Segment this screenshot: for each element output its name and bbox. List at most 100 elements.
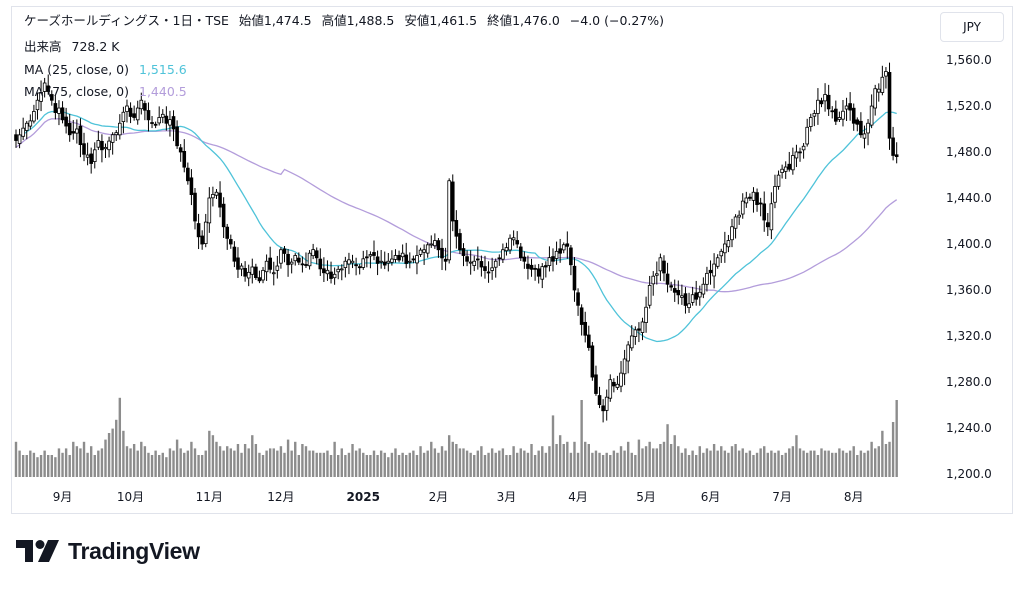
volume-bar <box>200 455 204 477</box>
candle-body <box>386 260 391 264</box>
candle-body <box>465 256 469 262</box>
candle-body <box>719 250 724 257</box>
candle-body <box>246 271 251 279</box>
candle-body <box>522 256 527 262</box>
candle-body <box>214 191 219 196</box>
candlestick <box>322 257 326 283</box>
candlestick <box>880 65 885 96</box>
candlestick <box>723 231 727 263</box>
candle-body <box>723 243 727 254</box>
candlestick <box>737 210 741 225</box>
candlestick <box>246 264 251 287</box>
volume-bar <box>541 446 544 477</box>
volume-bar <box>773 452 777 477</box>
candlestick <box>354 257 358 276</box>
candlestick <box>637 322 641 343</box>
volume-bar <box>795 435 798 477</box>
candle-body <box>894 154 899 158</box>
candle-body <box>311 249 315 257</box>
volume-bar <box>408 452 411 477</box>
candle-body <box>279 249 283 264</box>
volume-bar <box>276 450 279 477</box>
candle-body <box>604 396 609 411</box>
volume-bar <box>759 448 762 477</box>
volume-bar <box>279 446 283 477</box>
volume-bar <box>258 452 261 477</box>
candlestick <box>569 245 573 276</box>
volume-bar <box>247 448 250 477</box>
volume-bar <box>573 441 576 477</box>
time-tick-label: 8月 <box>844 490 864 504</box>
candlestick <box>21 117 25 141</box>
volume-bar <box>516 452 519 477</box>
candle-body <box>361 258 366 268</box>
candlestick <box>146 102 151 132</box>
candlestick <box>819 97 824 108</box>
candlestick <box>443 247 448 271</box>
candle-body <box>289 261 294 265</box>
candle-body <box>450 181 455 222</box>
candle-body <box>565 243 570 247</box>
candlestick <box>536 263 541 284</box>
volume-bar <box>702 452 705 477</box>
candle-body <box>569 247 573 266</box>
volume-bar <box>111 428 114 477</box>
price-chart[interactable]: 1,200.0 1,240.0 1,280.0 1,320.0 1,360.0 1,400… <box>0 0 1024 520</box>
symbol-title: ケーズホールディングス・1日・TSE <box>24 13 229 28</box>
candle-body <box>418 249 423 255</box>
candlestick <box>75 119 79 144</box>
currency-button[interactable]: JPY <box>940 12 1004 42</box>
candlestick <box>848 92 852 121</box>
candlestick <box>293 253 298 266</box>
candle-body <box>540 266 545 280</box>
volume-bar <box>311 450 315 477</box>
volume-bar <box>745 452 748 477</box>
volume-bar <box>29 450 32 477</box>
volume-bar <box>820 448 823 477</box>
candlestick <box>218 181 222 218</box>
candle-body <box>848 103 852 111</box>
volume-bar <box>430 441 433 477</box>
tradingview-logo[interactable]: TradingView <box>16 536 200 566</box>
candle-body <box>472 260 477 266</box>
candlestick <box>103 143 108 159</box>
candle-body <box>53 103 58 113</box>
candle-body <box>440 247 444 259</box>
volume-bar <box>394 448 397 477</box>
volume-bar <box>344 455 347 477</box>
price-tick-label: 1,280.0 <box>946 375 992 389</box>
price-tick-label: 1,320.0 <box>946 329 992 343</box>
candlestick <box>200 230 204 250</box>
candle-body <box>594 374 598 394</box>
volume-bar <box>548 446 551 477</box>
volume-bar <box>838 448 841 477</box>
volume-bar <box>788 448 791 477</box>
time-tick-label: 2月 <box>429 490 449 504</box>
candlestick <box>125 99 129 123</box>
volume-bar <box>240 452 243 477</box>
volume-bar <box>784 452 787 477</box>
volume-bar <box>537 450 540 477</box>
candle-body <box>851 107 856 124</box>
ma75-label: MA (75, close, 0) <box>24 84 130 99</box>
time-tick-label: 9月 <box>53 490 73 504</box>
candlestick <box>658 253 663 281</box>
candlestick <box>719 248 724 263</box>
time-axis[interactable]: 9月 10月 11月 12月 2025 2月 3月 4月 5月 6月 7月 8月 <box>53 490 864 504</box>
price-tick-label: 1,400.0 <box>946 237 992 251</box>
candlestick <box>561 242 566 254</box>
volume-bar <box>648 441 651 477</box>
volume-bar <box>329 455 333 477</box>
ma75-value: 1,440.5 <box>139 84 187 99</box>
candlestick <box>683 287 688 314</box>
candle-body <box>400 252 405 258</box>
volume-bar <box>197 455 200 477</box>
volume-bar <box>763 446 766 477</box>
candlestick <box>339 264 344 281</box>
price-axis[interactable]: 1,200.0 1,240.0 1,280.0 1,320.0 1,360.0 1,400… <box>946 53 992 481</box>
ma25-value: 1,515.6 <box>139 62 187 77</box>
candlestick <box>454 210 459 249</box>
candle-body <box>107 140 111 151</box>
volume-bar <box>147 452 150 477</box>
candlestick <box>518 242 523 261</box>
